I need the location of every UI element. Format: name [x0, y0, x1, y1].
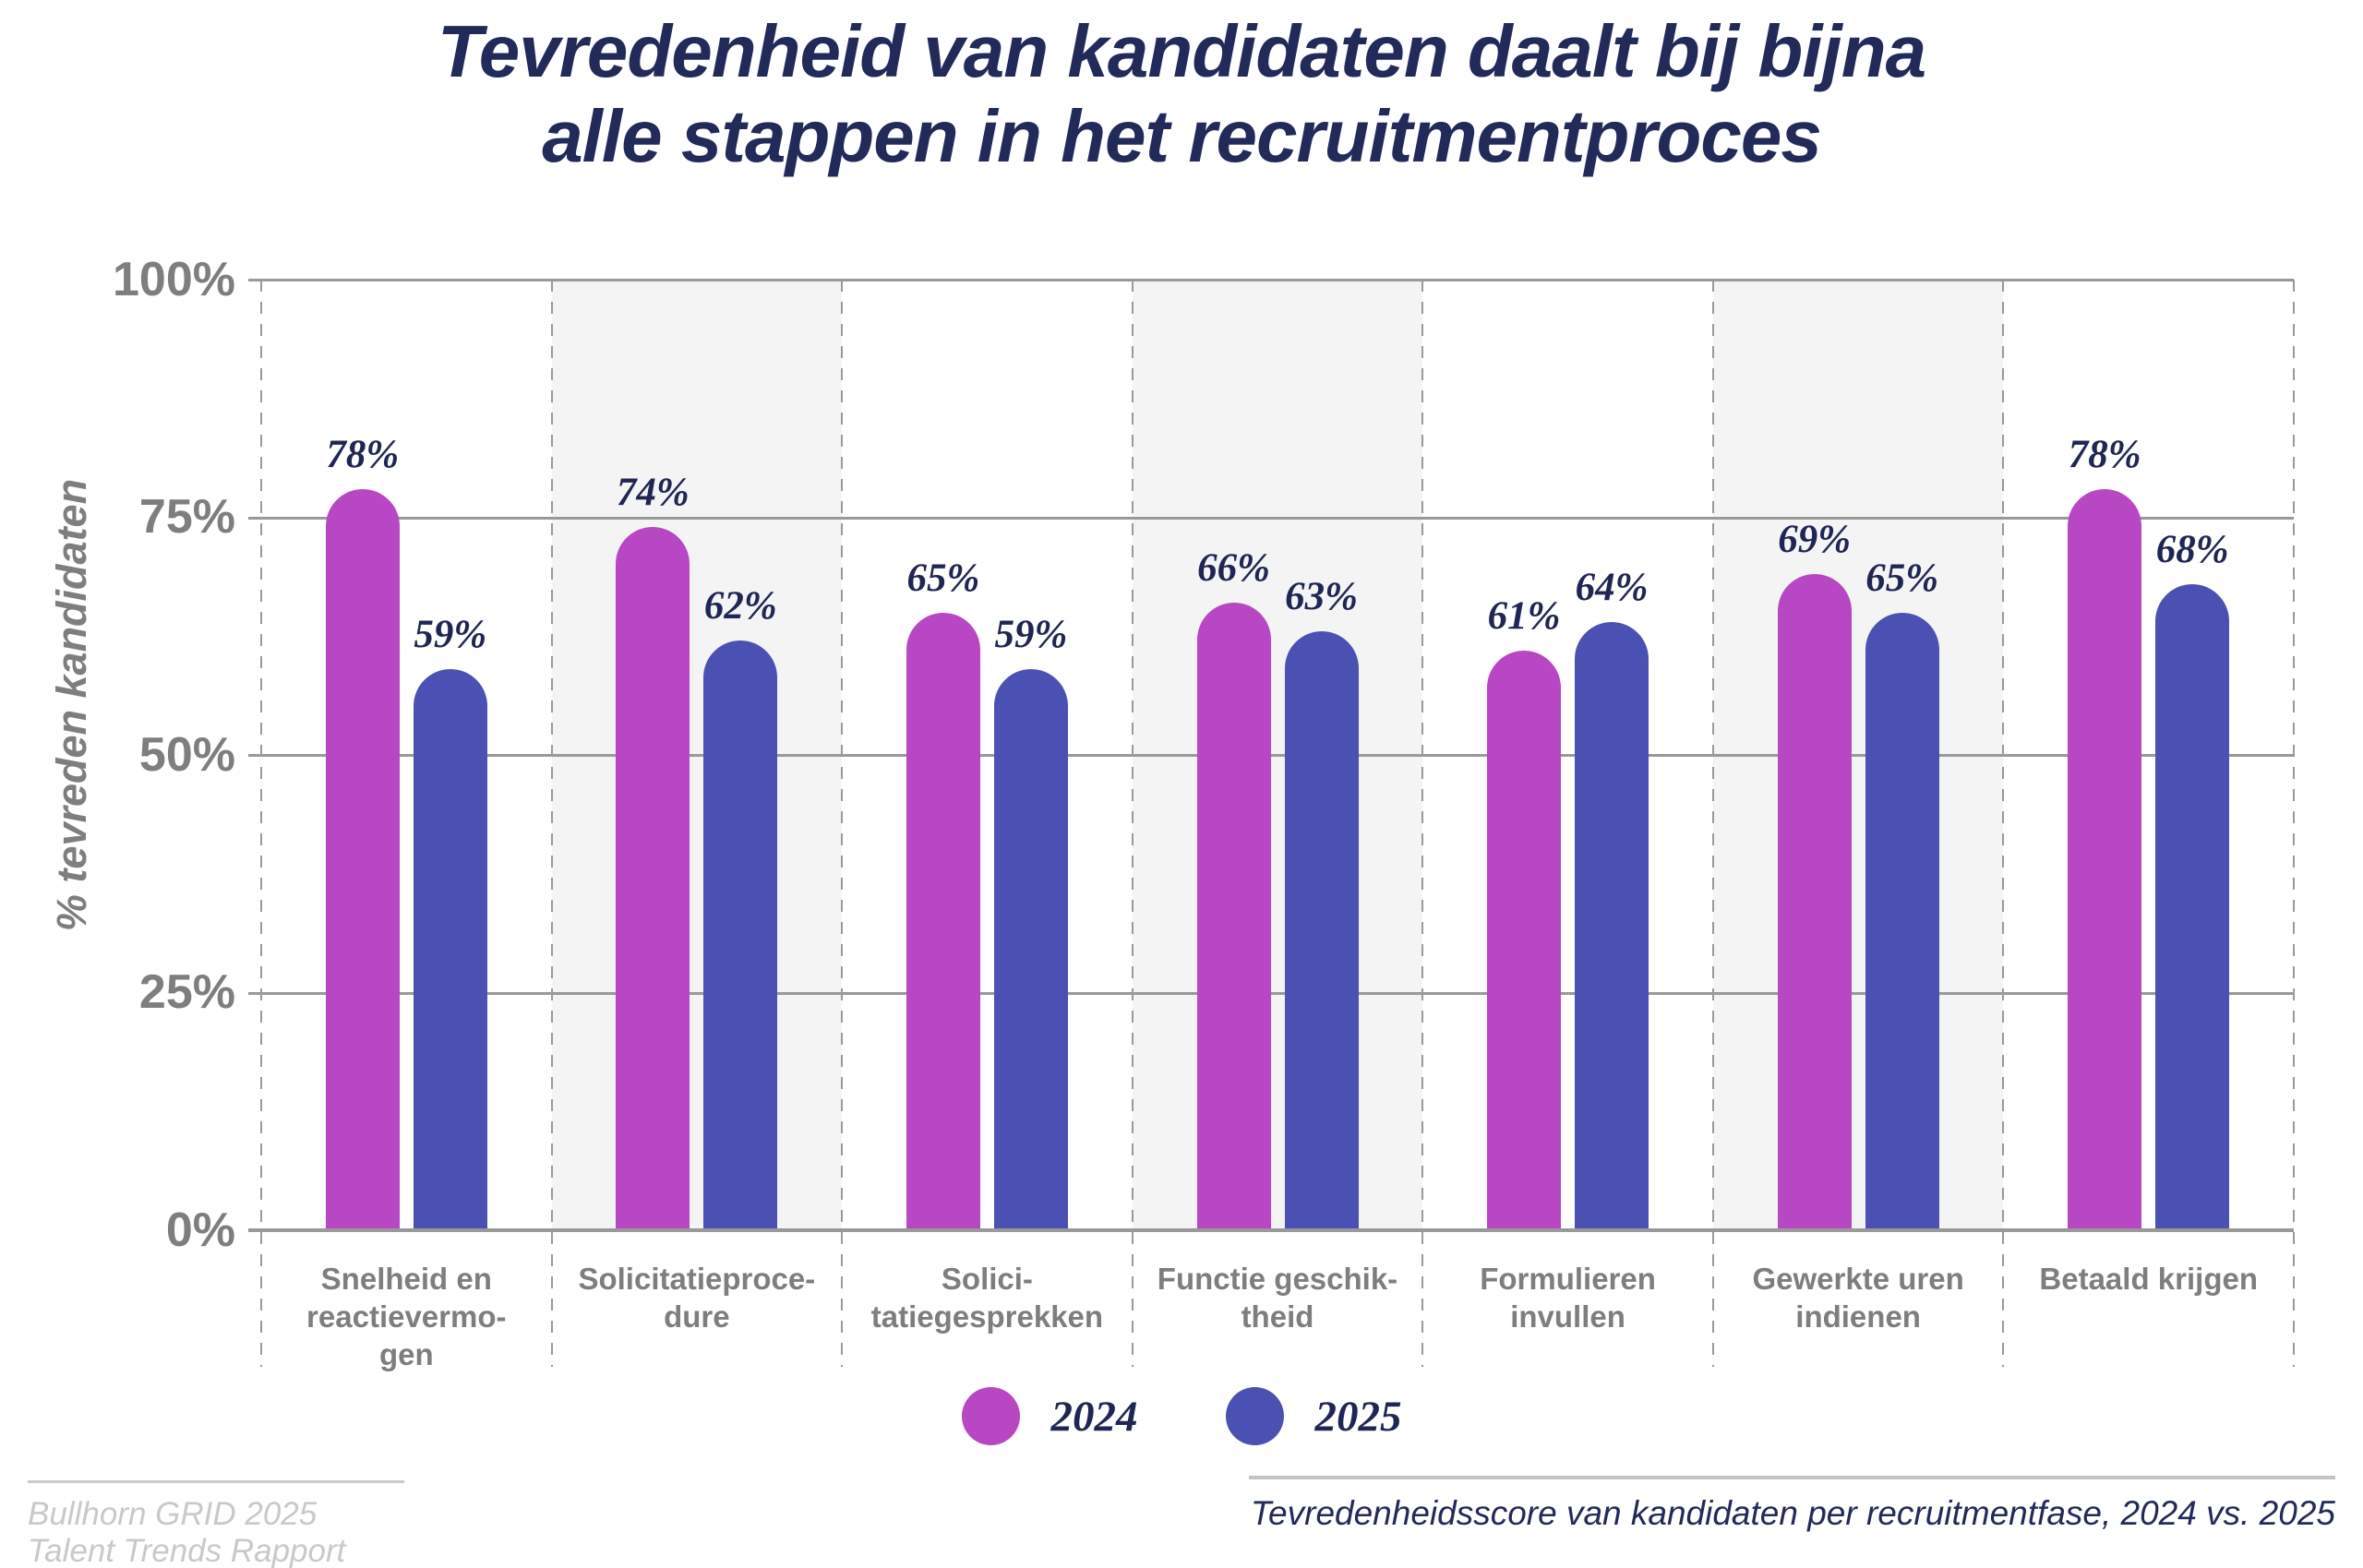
bar-value-label-2025-2: 62%: [703, 584, 777, 628]
bar-2025-6: [1865, 612, 1939, 1230]
bar-2025-7: [2155, 583, 2230, 1230]
bar-value-label-2024-4: 66%: [1197, 546, 1270, 591]
bar-2025-3: [993, 669, 1068, 1230]
chart-caption: Tevredenheidsscore van kandidaten per re…: [1249, 1476, 2335, 1533]
bar-value-label-2025-1: 59%: [414, 613, 487, 657]
gridline-50: [248, 754, 2294, 757]
y-tick-50: 50%: [138, 728, 235, 782]
legend-label-2024: 2024: [1050, 1392, 1138, 1441]
bar-2025-1: [413, 669, 487, 1230]
category-divider-dashed-6: [2002, 280, 2005, 1367]
category-divider-dashed-4: [1421, 280, 1424, 1367]
y-tick-0: 0%: [165, 1203, 235, 1257]
category-label-6: Gewerkte uren indienen: [1752, 1262, 1964, 1334]
bar-value-label-2025-4: 63%: [1285, 575, 1358, 619]
y-tick-100: 100%: [113, 253, 235, 306]
category-label-5: Formulieren invullen: [1480, 1262, 1656, 1334]
bar-value-label-2024-7: 78%: [2068, 432, 2141, 476]
category-divider-dashed-3: [1131, 280, 1134, 1367]
bar-2024-1: [325, 488, 400, 1230]
source-attribution: Bullhorn GRID 2025 Talent Trends Rapport: [28, 1480, 404, 1568]
legend-swatch-2025-circle: [1225, 1387, 1284, 1445]
category-label-1: Snelheid en reactievermo- gen: [306, 1262, 507, 1371]
bar-value-label-2024-3: 65%: [906, 556, 980, 600]
x-axis-baseline: [248, 1228, 2294, 1232]
y-tick-75: 75%: [138, 490, 235, 544]
category-divider-dashed-5: [1711, 280, 1714, 1367]
bar-2025-4: [1284, 631, 1359, 1230]
gridline-25: [248, 991, 2294, 995]
category-divider-dashed-0: [260, 280, 262, 1367]
category-divider-dashed-2: [841, 280, 844, 1367]
bar-value-label-2025-3: 59%: [994, 613, 1068, 657]
legend-item-2024: 2024: [961, 1387, 1138, 1445]
category-label-7: Betaald krijgen: [2039, 1262, 2258, 1296]
bar-value-label-2025-5: 64%: [1575, 565, 1649, 609]
y-axis-title: % tevreden kandidaten: [48, 478, 95, 932]
chart-title-line1: Tevredenheid van kandidaten daalt bij bi…: [437, 10, 1926, 92]
bar-value-label-2024-6: 69%: [1778, 518, 1852, 562]
bar-value-label-2024-2: 74%: [616, 470, 690, 514]
legend-item-2025: 2025: [1225, 1387, 1402, 1445]
y-tick-25: 25%: [138, 965, 235, 1019]
chart-title: Tevredenheid van kandidaten daalt bij bi…: [0, 9, 2363, 179]
bar-2024-3: [906, 612, 980, 1230]
bar-value-label-2024-5: 61%: [1487, 593, 1561, 638]
legend-swatch-2024-circle: [961, 1387, 1020, 1445]
bar-2025-2: [703, 640, 778, 1230]
bar-2025-5: [1575, 621, 1649, 1230]
bar-2024-7: [2068, 488, 2142, 1230]
bar-2024-6: [1777, 574, 1852, 1230]
category-label-3: Solici- tatiegesprekken: [870, 1262, 1104, 1334]
gridline-100: [248, 279, 2294, 281]
legend-label-2025: 2025: [1314, 1392, 1402, 1441]
bar-2024-5: [1487, 650, 1562, 1230]
bar-value-label-2025-7: 68%: [2155, 527, 2229, 571]
bar-2024-2: [616, 526, 690, 1230]
category-divider-dashed-1: [550, 280, 553, 1367]
category-divider-dashed-7: [2293, 280, 2295, 1367]
category-label-2: Solicitatieproce- dure: [578, 1262, 816, 1334]
bar-2024-4: [1196, 603, 1271, 1230]
chart-legend: 2024 2025: [0, 1387, 2363, 1445]
chart-title-line2: alle stappen in het recruitmentproces: [542, 95, 1822, 177]
bar-value-label-2024-1: 78%: [326, 432, 400, 476]
gridline-75: [248, 516, 2294, 520]
category-label-4: Functie geschik- theid: [1157, 1262, 1398, 1334]
bar-value-label-2025-6: 65%: [1865, 556, 1939, 600]
